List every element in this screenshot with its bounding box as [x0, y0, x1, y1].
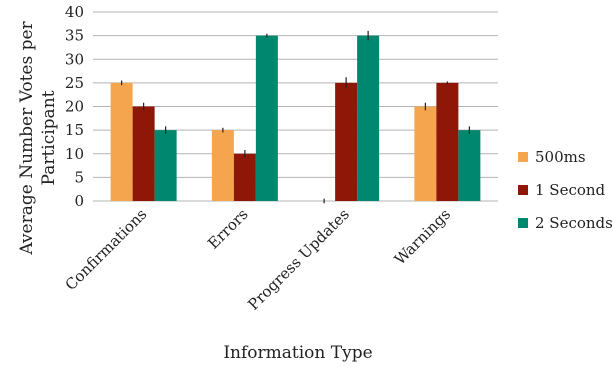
x-category-label: Errors — [204, 205, 252, 253]
bar — [458, 130, 481, 201]
y-tick-label: 35 — [65, 27, 84, 45]
x-category-label: Confirmations — [62, 205, 151, 294]
bar — [335, 82, 358, 201]
legend-swatch — [518, 152, 528, 162]
y-tick-label: 0 — [74, 192, 84, 210]
bar — [233, 153, 256, 201]
bar — [414, 106, 437, 201]
x-category-label: Progress Updates — [244, 205, 353, 314]
y-tick-label: 15 — [65, 121, 84, 139]
legend-label: 1 Second — [535, 181, 606, 199]
bar — [132, 106, 155, 201]
y-axis-title-line-1: Average Number Votes per — [17, 20, 37, 255]
y-tick-labels: 0 5 10 15 20 25 30 35 40 — [65, 3, 84, 210]
legend-label: 500ms — [535, 148, 586, 166]
x-axis-title: Information Type — [223, 343, 372, 363]
bar — [357, 35, 380, 201]
legend-swatch — [518, 218, 528, 228]
x-category-label: Warnings — [391, 205, 454, 268]
y-axis-title-line-2: Participant — [39, 90, 59, 185]
y-tick-label: 25 — [65, 74, 84, 92]
y-tick-label: 10 — [65, 145, 84, 163]
legend: 500ms 1 Second 2 Seconds — [518, 148, 613, 232]
bars — [110, 35, 481, 201]
bar — [110, 82, 133, 201]
bar — [255, 35, 278, 201]
legend-swatch — [518, 185, 528, 195]
bar — [436, 82, 459, 201]
error-bars — [121, 30, 470, 204]
legend-label: 2 Seconds — [535, 214, 613, 232]
y-tick-label: 20 — [65, 98, 84, 116]
y-axis-title: Average Number Votes per Participant — [17, 20, 59, 255]
bar — [154, 130, 177, 201]
y-tick-label: 40 — [65, 3, 84, 21]
y-tick-label: 30 — [65, 50, 84, 68]
bar — [211, 130, 234, 201]
y-tick-label: 5 — [74, 168, 84, 186]
